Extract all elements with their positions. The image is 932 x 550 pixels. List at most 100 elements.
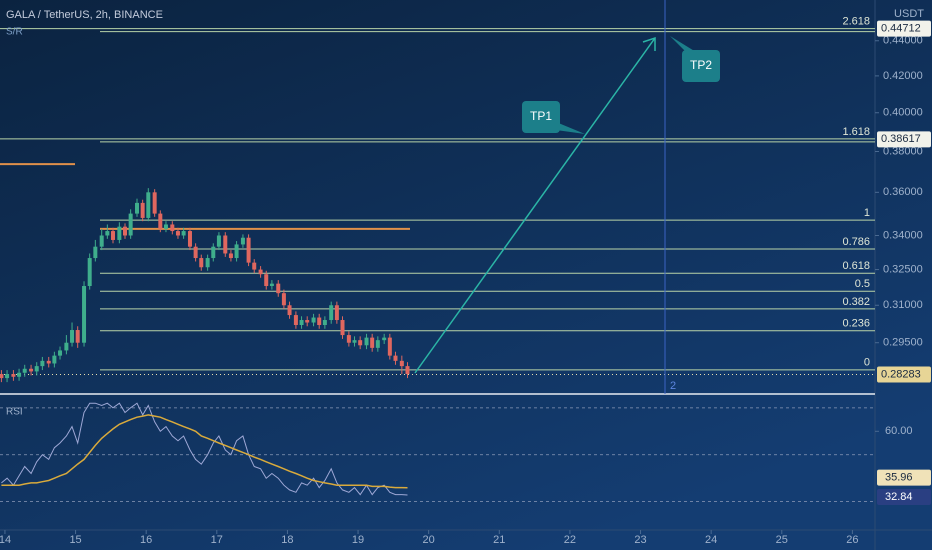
- y-tick-label: 0.34000: [883, 229, 923, 241]
- callout-text: TP2: [690, 58, 712, 72]
- x-tick-label: 25: [776, 534, 788, 546]
- candle-body: [346, 335, 351, 343]
- candle-body: [205, 258, 210, 268]
- fib-level-label: 1: [864, 207, 870, 219]
- callout-text: TP1: [530, 109, 552, 123]
- candle-body: [11, 374, 16, 377]
- fib-level-label: 0.618: [842, 260, 870, 272]
- candle-body: [358, 340, 363, 346]
- candle-body: [93, 246, 98, 259]
- callout-pointer: [670, 36, 696, 52]
- candle-body: [334, 305, 339, 321]
- x-tick-label: 16: [140, 534, 152, 546]
- y-tick-label: 0.40000: [883, 107, 923, 119]
- candle-body: [199, 258, 204, 268]
- fib-level-label: 0.5: [855, 278, 870, 290]
- rsi-line: [1, 402, 408, 496]
- time-marker-label: 2: [670, 380, 676, 392]
- candle-body: [40, 360, 45, 367]
- candle-body: [64, 342, 69, 351]
- price-label: 0.38617: [881, 133, 921, 145]
- y-tick-label: 0.44000: [883, 35, 923, 47]
- candle-body: [246, 237, 251, 263]
- callout-box: [682, 50, 720, 82]
- fib-level-label: 0: [864, 357, 870, 369]
- rsi-value-label: 32.84: [885, 491, 913, 503]
- candle-body: [405, 366, 410, 375]
- price-label-box: [877, 131, 931, 148]
- rsi-value-label: 35.96: [885, 472, 913, 484]
- plot: 2.618 1.618 1 0.786 0.618 0.5 0.382 0.236 0: [0, 16, 875, 383]
- candle-body: [240, 237, 245, 245]
- target-arrow: [414, 36, 656, 374]
- candle-body: [193, 246, 198, 259]
- price-label-box: [877, 366, 931, 383]
- candle-body: [158, 213, 163, 229]
- candle-body: [269, 283, 274, 287]
- fib-level-label: 1.618: [842, 126, 870, 138]
- x-tick-label: 23: [634, 534, 646, 546]
- candle-body: [211, 246, 216, 259]
- x-tick-label: 19: [352, 534, 364, 546]
- x-tick-label: 18: [281, 534, 293, 546]
- arrow-head: [642, 36, 656, 51]
- candle-body: [370, 337, 375, 348]
- candle-body: [305, 320, 310, 323]
- indicator-label: S/R: [6, 27, 23, 38]
- y-tick-label: 0.31000: [883, 299, 923, 311]
- y-tick-label: 0.32500: [883, 263, 923, 275]
- candle-body: [399, 360, 404, 367]
- candle-body: [234, 244, 239, 259]
- candle-body: [52, 355, 57, 364]
- x-tick-label: 17: [211, 534, 223, 546]
- candle-body: [87, 258, 92, 287]
- y-tick-label: 0.42000: [883, 70, 923, 82]
- candle-body: [5, 374, 10, 379]
- candle-body: [17, 372, 22, 377]
- rsi-value-box: [877, 469, 931, 486]
- candle-body: [387, 337, 392, 356]
- candle-body: [34, 366, 39, 372]
- candle-body: [258, 269, 263, 275]
- candle-body: [187, 231, 192, 247]
- candle-body: [317, 317, 322, 326]
- candle-body: [293, 315, 298, 326]
- candle-body: [128, 213, 133, 236]
- candle-body: [29, 368, 34, 372]
- candle-body: [352, 340, 357, 343]
- tp1-callout: TP1: [522, 101, 585, 134]
- symbol-title: GALA / TetherUS, 2h, BINANCE: [6, 9, 163, 21]
- candle-body: [170, 224, 175, 232]
- x-tick-label: 14: [0, 534, 11, 546]
- candle-body: [375, 340, 380, 348]
- candle-body: [70, 330, 75, 343]
- candle-body: [110, 231, 115, 240]
- callout-pointer: [556, 122, 585, 134]
- candle-body: [75, 330, 80, 343]
- candle-body: [311, 317, 316, 323]
- currency-label: USDT: [894, 8, 924, 20]
- candle-body: [252, 262, 257, 270]
- candle-body: [299, 320, 304, 326]
- candle-body: [329, 305, 334, 321]
- candle-body: [175, 231, 180, 236]
- y-tick-label: 0.38000: [883, 145, 923, 157]
- rsi-value-box: [877, 488, 931, 505]
- candle-body: [82, 286, 87, 343]
- candle-body: [22, 368, 27, 373]
- x-tick-label: 21: [493, 534, 505, 546]
- candle-body: [152, 192, 157, 214]
- candle-body: [99, 235, 104, 247]
- tp2-callout: TP2: [670, 36, 720, 82]
- x-tick-label: 22: [564, 534, 576, 546]
- x-tick-label: 20: [423, 534, 435, 546]
- x-tick-label: 24: [705, 534, 717, 546]
- rsi-ma-line: [1, 414, 408, 489]
- y-tick-label: 0.29500: [883, 337, 923, 349]
- price-label: 0.28283: [881, 368, 921, 380]
- callout-box: [522, 101, 560, 133]
- fib-level-label: 0.236: [842, 318, 870, 330]
- x-tick-label: 15: [69, 534, 81, 546]
- candle-body: [287, 305, 292, 316]
